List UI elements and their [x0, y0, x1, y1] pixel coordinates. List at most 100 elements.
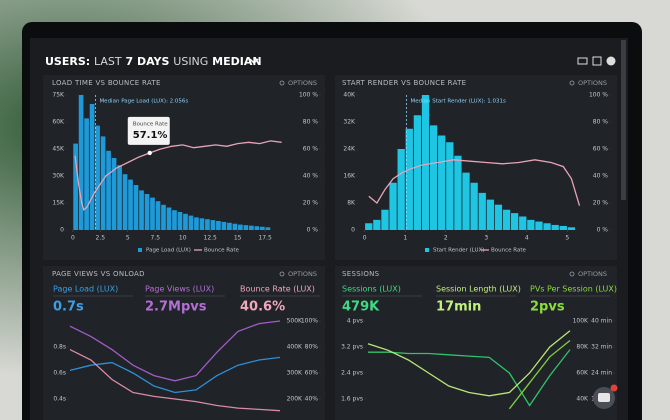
kpi-value: 0.7s — [53, 300, 84, 315]
x-tick-label: 0 — [71, 235, 75, 242]
line — [69, 320, 281, 382]
bar — [89, 104, 95, 230]
options-button[interactable]: OPTIONS — [578, 270, 607, 278]
y2-tick-label: 40K — [576, 396, 589, 403]
x-tick-label: 7.5 — [150, 235, 160, 242]
bar — [111, 158, 117, 230]
options-button[interactable]: OPTIONS — [578, 79, 607, 87]
bar — [502, 209, 511, 230]
x-tick-label: 2 — [444, 235, 448, 242]
y-tick-label: 4 pvs — [347, 318, 363, 325]
y3-tick-label: 24 min — [591, 370, 612, 377]
options-button[interactable]: OPTIONS — [288, 79, 317, 87]
bar — [172, 210, 177, 230]
y-tick-label: 0 — [60, 227, 64, 234]
bar — [373, 219, 381, 230]
kpi-label: Page Load (LUX) — [53, 285, 118, 294]
kpi-value: 479K — [342, 300, 380, 315]
bar — [397, 149, 405, 230]
y-tick-label: 2.4 pvs — [341, 370, 363, 377]
bar — [144, 194, 150, 230]
legend-label: Bounce Rate — [204, 248, 239, 254]
y2-tick-label: 80 % — [303, 119, 319, 126]
chat-badge — [610, 384, 618, 392]
tooltip-point — [147, 150, 152, 156]
panel-title: LOAD TIME VS BOUNCE RATE — [52, 79, 161, 87]
y2-tick-label: 60 % — [303, 146, 319, 153]
y2-tick-label: 100 % — [589, 92, 608, 99]
kpi-label: Session Length (LUX) — [436, 285, 521, 294]
bar — [446, 142, 454, 230]
options-button[interactable]: OPTIONS — [288, 270, 317, 278]
x-tick-label: 1 — [403, 235, 407, 242]
legend-swatch — [138, 248, 142, 252]
y2-tick-label: 500K — [287, 318, 303, 325]
bar — [486, 199, 494, 230]
bar — [559, 225, 567, 230]
options-icon — [279, 80, 285, 86]
legend-swatch — [425, 248, 429, 252]
header-part: USERS: — [45, 55, 90, 68]
y-tick-label: 3.2 pvs — [341, 344, 363, 351]
bar — [478, 192, 486, 230]
bar — [389, 182, 397, 230]
y2-tick-label: 40 % — [303, 173, 319, 180]
bar — [405, 128, 413, 230]
kpi-value: 2.7Mpvs — [145, 300, 207, 315]
y2-tick-label: 200K — [287, 396, 303, 403]
kpi-value: 17min — [436, 300, 481, 315]
bar — [381, 209, 389, 230]
y2-tick-label: 40 % — [593, 173, 609, 180]
y-tick-label: 1.6 pvs — [341, 396, 363, 403]
help-icon[interactable] — [606, 56, 616, 66]
y2-tick-label: 300K — [287, 370, 303, 377]
y2-tick-label: 60K — [576, 370, 589, 377]
y3-tick-label: 60% — [305, 370, 319, 377]
bar — [438, 135, 446, 230]
dropdown-chevron[interactable] — [249, 58, 259, 65]
header-part: MEDIAN — [212, 55, 261, 68]
y2-tick-label: 100K — [573, 318, 589, 325]
bar — [543, 223, 551, 230]
bar — [194, 217, 199, 230]
line — [69, 356, 281, 394]
y2-tick-label: 80 % — [593, 119, 609, 126]
bar — [413, 115, 422, 230]
x-tick-label: 2.5 — [96, 235, 106, 242]
x-tick-label: 4 — [525, 235, 529, 242]
panel — [335, 266, 617, 420]
line — [367, 330, 571, 397]
bar — [166, 207, 172, 230]
tooltip-box — [127, 116, 170, 145]
bar — [161, 204, 166, 230]
y-tick-label: 75K — [52, 92, 65, 99]
x-tick-label: 15 — [234, 235, 242, 242]
bar — [421, 95, 430, 230]
panel-title: PAGE VIEWS VS ONLOAD — [52, 270, 145, 278]
line — [69, 349, 281, 412]
monitor-icon[interactable] — [577, 57, 588, 65]
bar — [78, 95, 84, 230]
x-tick-label: 5 — [565, 235, 569, 242]
bar — [470, 182, 478, 230]
y2-tick-label: 80K — [576, 344, 589, 351]
charts: LOAD TIME VS BOUNCE RATE OPTIONS015K30K45… — [52, 79, 617, 412]
kpi-label: PVs Per Session (LUX) — [530, 285, 617, 294]
y-tick-label: 24K — [343, 146, 356, 153]
bar — [511, 213, 519, 230]
bar — [210, 220, 216, 230]
y2-tick-label: 0 % — [307, 227, 319, 234]
bar — [365, 223, 373, 230]
y-tick-label: 30K — [52, 173, 65, 180]
chat-icon — [598, 393, 610, 402]
median-label: Median Start Render (LUX): 1.031s — [410, 99, 505, 105]
x-tick-label: 17.5 — [258, 235, 272, 242]
bar — [216, 221, 221, 230]
legend-label: Page Load (LUX) — [146, 248, 191, 254]
header-part: USING — [173, 55, 208, 68]
bar — [155, 201, 161, 230]
y2-tick-label: 100 % — [299, 92, 318, 99]
bar — [128, 179, 133, 230]
bar — [117, 165, 122, 230]
share-icon[interactable] — [592, 56, 602, 66]
